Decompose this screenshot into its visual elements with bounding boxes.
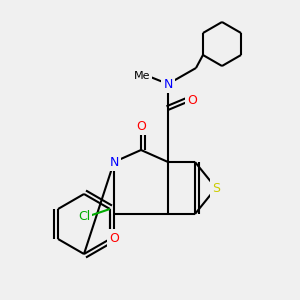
Text: O: O [109, 232, 119, 244]
Text: O: O [187, 94, 197, 106]
Text: O: O [136, 119, 146, 133]
Text: Me: Me [134, 71, 150, 81]
Text: S: S [212, 182, 220, 194]
Text: N: N [109, 155, 119, 169]
Text: Cl: Cl [78, 211, 90, 224]
Text: N: N [163, 77, 173, 91]
